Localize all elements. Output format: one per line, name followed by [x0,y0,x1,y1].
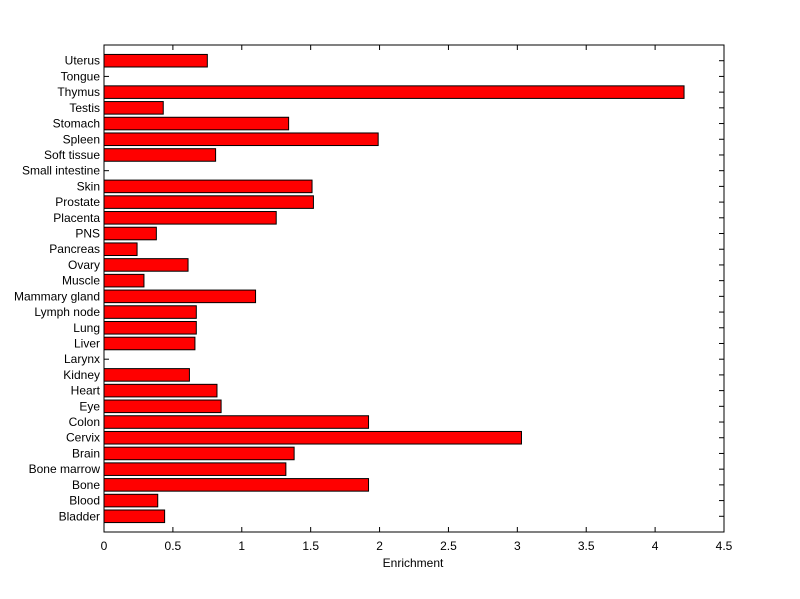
x-axis-label: Enrichment [383,556,444,570]
bar-liver [103,336,196,351]
bar-heart [103,383,218,398]
y-tick-label: Pancreas [49,242,100,256]
y-tick-label: Bone [72,478,100,492]
bar-lung [103,320,197,335]
y-tick-label: Small intestine [22,164,100,178]
y-tick-label: Testis [69,101,100,115]
bar-prostate [103,195,314,209]
x-tick-label: 4.5 [716,539,733,553]
y-tick-label: Colon [69,415,100,429]
y-tick-label: Skin [77,179,100,193]
x-tick-label: 1 [238,539,245,553]
x-tick-label: 0 [101,539,108,553]
y-tick-label: Bone marrow [29,462,101,476]
x-tick-label: 0.5 [165,539,182,553]
y-tick-label: Larynx [64,352,100,366]
y-tick-label: Mammary gland [14,289,100,303]
bar-bone [103,478,370,492]
y-tick-label: Tongue [61,69,101,83]
y-tick-label: Bladder [59,509,100,523]
bar-lymph-node [103,305,197,319]
bar-kidney [103,368,190,382]
y-tick-label: Muscle [62,274,100,288]
bar-stomach [103,116,290,131]
y-tick-label: Soft tissue [44,148,100,162]
y-tick-label: Blood [69,494,100,508]
y-tick-label: Eye [79,399,100,413]
y-tick-label: Ovary [68,258,100,272]
bars-group [103,53,685,524]
x-tick-label: 2.5 [440,539,457,553]
bar-eye [103,399,222,414]
y-tick-label: Brain [72,446,100,460]
bar-spleen [103,132,379,147]
y-tick-label: Uterus [65,54,100,68]
y-tick-label: Lymph node [34,305,100,319]
y-tick-label: Lung [73,321,100,335]
bar-pancreas [103,242,138,257]
x-tick-label: 4 [652,539,659,553]
bar-blood [103,493,159,508]
x-tick-labels: 0 0.5 1 1.5 2 2.5 3 3.5 4 4.5 [101,539,733,553]
x-tick-label: 2 [376,539,383,553]
y-tick-label: Kidney [63,368,100,382]
bar-cervix [103,430,522,445]
x-tick-label: 3.5 [578,539,595,553]
x-tick-label: 3 [514,539,521,553]
bar-placenta [103,211,277,225]
y-tick-label: Spleen [63,132,100,146]
y-tick-label: Placenta [53,211,100,225]
x-tick-label: 1.5 [302,539,319,553]
bar-brain [103,446,295,461]
y-tick-label: Stomach [53,117,100,131]
bar-ovary [103,258,189,272]
bar-skin [103,179,313,194]
y-tick-label: Prostate [55,195,100,209]
bar-pns [103,226,157,241]
y-tick-label: Cervix [66,431,100,445]
bar-bone-marrow [103,462,287,476]
bar-mammary-gland [103,289,257,304]
y-tick-label: PNS [75,227,100,241]
bar-thymus [103,85,685,99]
bar-testis [103,101,164,115]
bar-bladder [103,509,166,524]
y-tick-label: Heart [71,384,101,398]
bar-muscle [103,273,145,288]
bar-soft-tissue [103,148,217,162]
y-tick-label: Liver [74,336,100,350]
bar-colon [103,415,370,429]
bar-uterus [103,53,208,68]
y-tick-label: Thymus [57,85,100,99]
